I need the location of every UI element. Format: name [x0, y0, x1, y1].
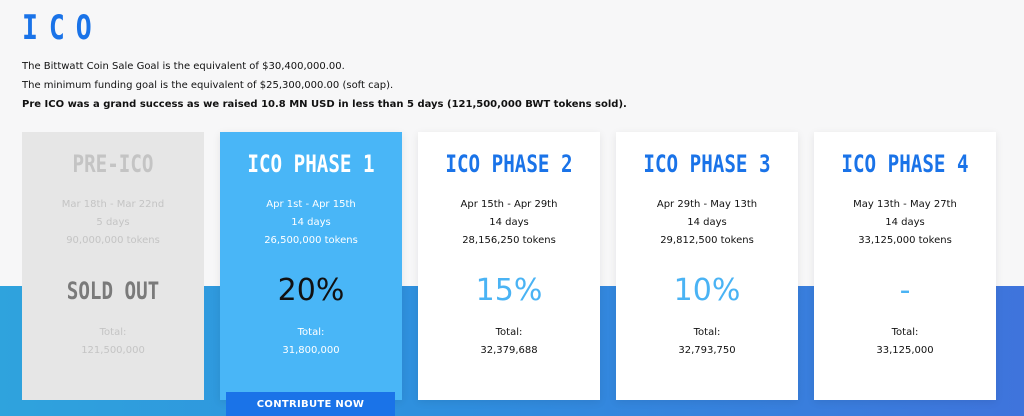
phase-title: PRE-ICO	[72, 150, 154, 178]
phase-dates: May 13th - May 27th	[853, 199, 957, 210]
phase-card-ico-phase-4: ICO PHASE 4 May 13th - May 27th 14 days …	[814, 132, 996, 400]
phase-tokens: 28,156,250 tokens	[462, 235, 556, 246]
phase-info: Apr 29th - May 13th 14 days 29,812,500 t…	[616, 196, 798, 250]
phase-info: May 13th - May 27th 14 days 33,125,000 t…	[814, 196, 996, 250]
phase-info: Apr 15th - Apr 29th 14 days 28,156,250 t…	[418, 196, 600, 250]
phase-total: Total: 121,500,000	[22, 324, 204, 360]
phase-dates: Apr 29th - May 13th	[656, 199, 758, 210]
phase-duration: 14 days	[489, 217, 529, 228]
phase-card-ico-phase-1: ICO PHASE 1 Apr 1st - Apr 15th 14 days 2…	[220, 132, 402, 400]
phase-dates: Apr 1st - Apr 15th	[266, 199, 356, 210]
phase-info: Apr 1st - Apr 15th 14 days 26,500,000 to…	[220, 196, 402, 250]
phase-tokens: 26,500,000 tokens	[264, 235, 358, 246]
phase-title: ICO PHASE 3	[643, 150, 771, 178]
phase-bonus-percent: -	[899, 273, 911, 308]
intro-line-pre-ico: Pre ICO was a grand success as we raised…	[22, 99, 627, 110]
phase-total-value: 33,125,000	[876, 345, 934, 356]
phase-total: Total: 33,125,000	[814, 324, 996, 360]
contribute-now-button[interactable]: CONTRIBUTE NOW	[226, 392, 395, 416]
phase-title: ICO PHASE 1	[247, 150, 375, 178]
phase-duration: 14 days	[885, 217, 925, 228]
intro-line-soft-cap: The minimum funding goal is the equivale…	[22, 80, 394, 91]
intro-line-goal: The Bittwatt Coin Sale Goal is the equiv…	[22, 61, 345, 72]
phase-dates: Apr 15th - Apr 29th	[460, 199, 558, 210]
phase-total: Total: 32,379,688	[418, 324, 600, 360]
phase-tokens: 90,000,000 tokens	[66, 235, 160, 246]
phase-total-value: 31,800,000	[282, 345, 340, 356]
phase-title: ICO PHASE 4	[841, 150, 969, 178]
phase-info: Mar 18th - Mar 22nd 5 days 90,000,000 to…	[22, 196, 204, 250]
phase-duration: 5 days	[96, 217, 130, 228]
phase-card-ico-phase-2: ICO PHASE 2 Apr 15th - Apr 29th 14 days …	[418, 132, 600, 400]
phase-duration: 14 days	[291, 217, 331, 228]
phase-bonus-percent: 20%	[277, 273, 345, 308]
phase-dates: Mar 18th - Mar 22nd	[61, 199, 165, 210]
phase-total-value: 32,793,750	[678, 345, 736, 356]
phase-total-label: Total:	[693, 327, 721, 338]
phase-total: Total: 32,793,750	[616, 324, 798, 360]
phase-title: ICO PHASE 2	[445, 150, 573, 178]
phase-card-ico-phase-3: ICO PHASE 3 Apr 29th - May 13th 14 days …	[616, 132, 798, 400]
phase-bonus-percent: 15%	[475, 273, 543, 308]
phase-card-pre-ico: PRE-ICO Mar 18th - Mar 22nd 5 days 90,00…	[22, 132, 204, 400]
phase-total-label: Total:	[99, 327, 127, 338]
phase-total-value: 121,500,000	[81, 345, 145, 356]
phase-total: Total: 31,800,000	[220, 324, 402, 360]
phase-tokens: 29,812,500 tokens	[660, 235, 754, 246]
phase-tokens: 33,125,000 tokens	[858, 235, 952, 246]
phase-bonus-percent: 10%	[673, 273, 741, 308]
phase-total-value: 32,379,688	[480, 345, 538, 356]
phase-total-label: Total:	[297, 327, 325, 338]
sold-out-label: SOLD OUT	[66, 277, 160, 305]
phase-duration: 14 days	[687, 217, 727, 228]
page-title: ICO	[22, 8, 103, 48]
intro-text: The Bittwatt Coin Sale Goal is the equiv…	[22, 57, 627, 114]
phase-total-label: Total:	[495, 327, 523, 338]
phase-total-label: Total:	[891, 327, 919, 338]
